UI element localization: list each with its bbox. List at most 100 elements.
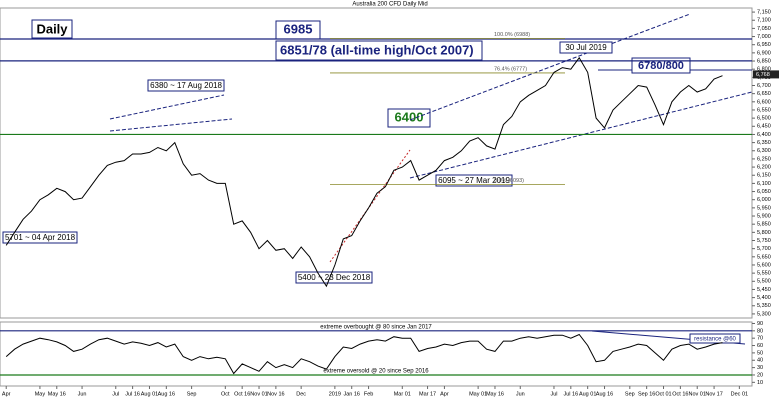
x-tick-label: Oct 16: [672, 391, 688, 397]
x-tick-label: Aug 16: [158, 391, 175, 397]
annotation: 6095 ~ 27 Mar 2019: [438, 176, 510, 185]
annotation-box: [631, 57, 691, 74]
x-tick-label: Jul 16: [125, 391, 140, 397]
x-tick-label: May 16: [48, 391, 66, 397]
y-tick-label: 6,350: [757, 140, 771, 146]
annotation-box: [147, 79, 225, 92]
y-tick-label: 6,650: [757, 91, 771, 97]
x-tick-label: 2019: [329, 391, 341, 397]
y-tick-label: 6,600: [757, 99, 771, 105]
trendline: [109, 94, 225, 120]
y-tick-label: 7,050: [757, 26, 771, 32]
y-tick-label: 7,000: [757, 34, 771, 40]
y-tick-label: 5,750: [757, 238, 771, 244]
level-label: 6985: [284, 21, 313, 36]
x-tick-label: Jun: [78, 391, 87, 397]
annotation: 30 Jul 2019: [565, 43, 607, 52]
fib-label: 0.0% (6093): [494, 178, 524, 184]
x-tick-label: Jul 16: [563, 391, 578, 397]
y-tick-label: 5,650: [757, 254, 771, 260]
y-tick-label: 6,550: [757, 107, 771, 113]
y-tick-label: 5,500: [757, 279, 771, 285]
level-box: [387, 108, 431, 128]
y-tick-label: 30: [757, 365, 763, 371]
x-tick-label: Aug 16: [596, 391, 613, 397]
y-tick-label: 6,700: [757, 83, 771, 89]
y-tick-label: 6,800: [757, 67, 771, 73]
x-tick-label: Mar 01: [394, 391, 411, 397]
y-tick-label: 6,300: [757, 148, 771, 154]
x-tick-label: Dec: [296, 391, 306, 397]
annotation-box: [435, 174, 513, 187]
y-tick-label: 5,600: [757, 262, 771, 268]
timeframe: Daily: [36, 21, 68, 36]
y-tick-label: 6,850: [757, 58, 771, 64]
annotation: 6380 ~ 17 Aug 2018: [150, 81, 222, 90]
annotation: 5701 ~ 04 Apr 2018: [5, 233, 76, 242]
y-tick-label: 7,150: [757, 10, 771, 16]
y-tick-label: 5,300: [757, 311, 771, 317]
y-tick-label: 7,100: [757, 18, 771, 24]
x-tick-label: Aug 01: [579, 391, 596, 397]
y-tick-label: 80: [757, 328, 763, 334]
chart-title: Australia 200 CFD Daily Mid: [352, 2, 427, 8]
x-tick-label: May 01: [469, 391, 487, 397]
x-tick-label: May 16: [486, 391, 504, 397]
x-tick-label: Sep 16: [638, 391, 655, 397]
annotation: resistance @60: [694, 337, 736, 343]
y-tick-label: 50: [757, 350, 763, 356]
y-tick-label: 6,150: [757, 173, 771, 179]
y-tick-label: 6,050: [757, 189, 771, 195]
annotation-box: [2, 231, 78, 244]
x-tick-label: Jun: [516, 391, 525, 397]
x-tick-label: May: [35, 391, 46, 397]
price-line: [5, 56, 723, 288]
x-tick-label: Dec 01: [731, 391, 748, 397]
annotation-box: [689, 333, 741, 344]
annotation: 5400 ~ 23 Dec 2018: [298, 273, 371, 282]
x-tick-label: Nov 01: [250, 391, 267, 397]
x-tick-label: Nov 17: [705, 391, 722, 397]
level-label: 6400: [395, 109, 424, 124]
annotation-box: [559, 41, 613, 54]
y-tick-label: 6,450: [757, 124, 771, 130]
y-tick-label: 6,100: [757, 181, 771, 187]
rsi-panel: [0, 321, 753, 387]
y-tick-label: 6,200: [757, 165, 771, 171]
x-tick-label: Apr: [2, 391, 11, 397]
trendline: [109, 118, 233, 132]
level-label: extreme overbought @ 80 since Jan 2017: [320, 324, 432, 330]
level-box: [275, 40, 483, 61]
y-tick-label: 5,800: [757, 230, 771, 236]
annotation-box: [295, 271, 373, 284]
x-tick-label: Feb: [364, 391, 373, 397]
y-tick-label: 5,550: [757, 271, 771, 277]
y-tick-label: 6,950: [757, 42, 771, 48]
y-tick-label: 60: [757, 343, 763, 349]
x-tick-label: Oct: [221, 391, 230, 397]
x-tick-label: Jul: [112, 391, 119, 397]
annotation: 6780/800: [638, 60, 684, 72]
x-tick-label: Jul: [550, 391, 557, 397]
x-tick-label: Jan 16: [343, 391, 360, 397]
y-tick-label: 5,900: [757, 213, 771, 219]
y-tick-label: 20: [757, 372, 763, 378]
y-tick-label: 70: [757, 336, 763, 342]
price-line: [5, 333, 723, 375]
x-tick-label: Sep: [625, 391, 635, 397]
timeframe-box: [31, 19, 73, 39]
y-tick-label: 5,400: [757, 295, 771, 301]
y-tick-label: 6,250: [757, 156, 771, 162]
x-tick-label: Mar 17: [419, 391, 436, 397]
level-label: extreme oversold @ 20 since Sep 2016: [323, 369, 429, 375]
x-tick-label: Nov 16: [267, 391, 284, 397]
y-tick-label: 10: [757, 380, 763, 386]
x-tick-label: Apr: [440, 391, 449, 397]
y-tick-label: 6,900: [757, 50, 771, 56]
y-tick-label: 5,450: [757, 287, 771, 293]
last-price-box: [753, 70, 779, 79]
fib-label: 76.4% (6777): [494, 66, 527, 72]
y-tick-label: 5,850: [757, 222, 771, 228]
trendline: [409, 13, 691, 121]
